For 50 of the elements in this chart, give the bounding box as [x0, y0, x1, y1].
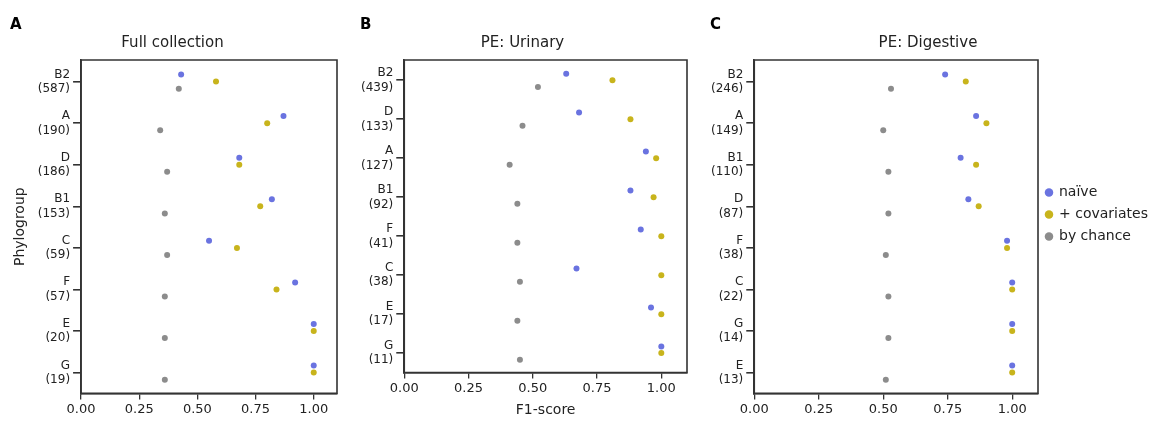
- y-tick-label: B2 (246): [710, 66, 744, 95]
- y-tick-label: F (38): [718, 232, 744, 262]
- y-tick-label: G (11): [368, 338, 394, 367]
- chart-title: PE: Digestive: [878, 32, 978, 51]
- y-tick-label: B2 (439): [360, 65, 394, 94]
- y-tick-label: F (41): [368, 221, 394, 250]
- y-tick-label: G (14): [718, 315, 744, 345]
- x-tick-label: 0.75: [582, 379, 612, 395]
- y-tick-label: E (20): [45, 315, 71, 345]
- x-axis-title: F1-score: [515, 401, 576, 418]
- y-tick-label: E (17): [368, 299, 394, 328]
- x-tick-label: 0.25: [124, 400, 154, 416]
- y-tick-label: C (59): [45, 232, 71, 262]
- y-tick-label: F (57): [45, 274, 71, 303]
- y-tick-label: A (149): [710, 108, 745, 137]
- text: B: [360, 15, 372, 34]
- legend-label: + covariates: [1059, 205, 1148, 222]
- x-tick-label: 0.00: [66, 400, 96, 416]
- y-tick-label: D (87): [718, 191, 744, 220]
- legend-label: by chance: [1059, 227, 1131, 244]
- text: C: [710, 15, 722, 34]
- y-tick-label: B1 (92): [368, 182, 394, 211]
- y-tick-label: E (13): [718, 357, 744, 386]
- y-tick-label: G (19): [45, 357, 71, 386]
- x-tick-label: 1.00: [997, 400, 1027, 416]
- x-tick-label: 0.25: [804, 400, 834, 416]
- y-tick-label: C (38): [368, 260, 394, 289]
- x-tick-label: 0.50: [868, 400, 898, 416]
- x-tick-label: 1.00: [646, 379, 676, 395]
- x-tick-label: 1.00: [299, 400, 329, 416]
- y-tick-label: B1 (110): [710, 149, 744, 179]
- y-tick-label: D (186): [37, 149, 71, 179]
- legend-label: naïve: [1059, 183, 1098, 200]
- x-tick-label: 0.75: [241, 400, 271, 416]
- chart-title: Full collection: [121, 32, 224, 51]
- x-tick-label: 0.50: [182, 400, 212, 416]
- text: A: [10, 15, 22, 34]
- y-tick-label: D (133): [360, 104, 394, 133]
- y-tick-label: A (127): [360, 143, 395, 172]
- x-tick-label: 0.25: [454, 379, 483, 395]
- x-tick-label: 0.00: [389, 379, 419, 395]
- y-tick-label: B2 (587): [37, 66, 71, 95]
- chart-title: PE: Urinary: [480, 32, 565, 51]
- y-axis-title: Phylogroup: [11, 187, 28, 267]
- y-tick-label: C (22): [718, 274, 744, 303]
- y-tick-label: A (190): [37, 108, 71, 137]
- x-tick-label: 0.75: [933, 400, 963, 416]
- x-tick-label: 0.00: [739, 400, 769, 416]
- x-tick-label: 0.50: [518, 379, 548, 395]
- y-tick-label: B1 (153): [37, 191, 71, 220]
